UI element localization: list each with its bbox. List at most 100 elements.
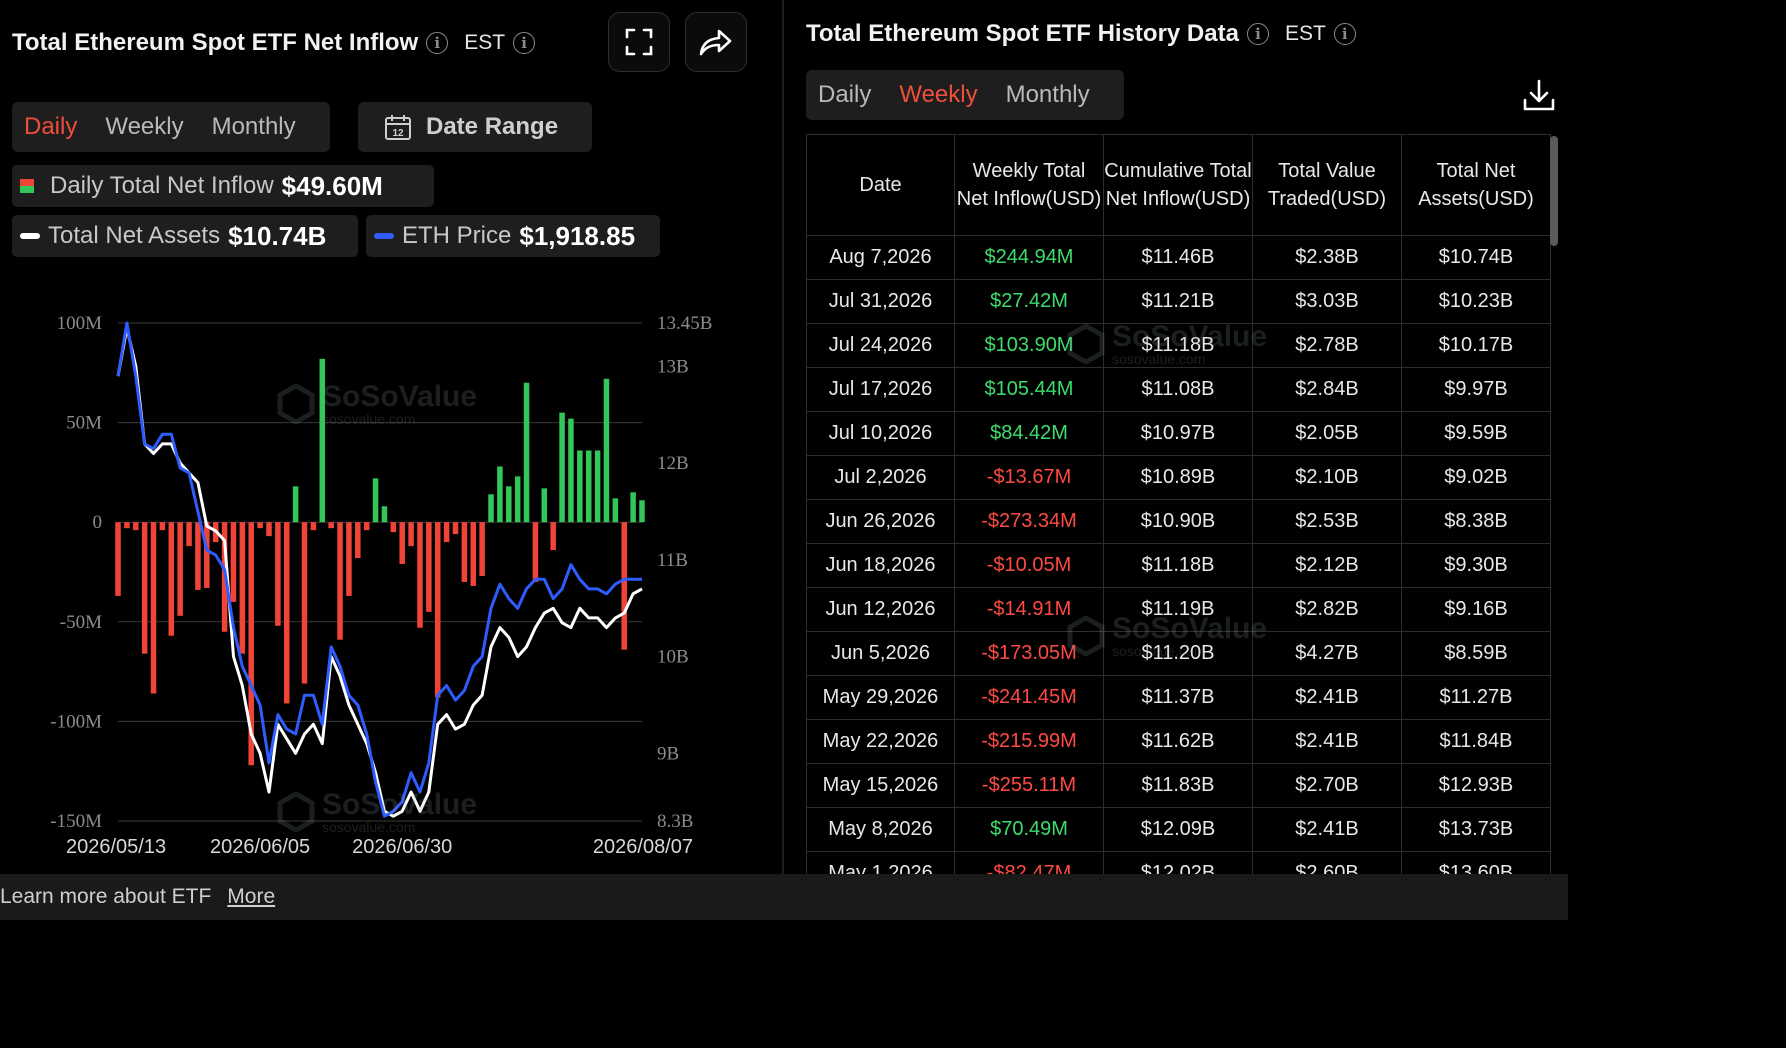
table-row[interactable]: Jun 18,2026 -$10.05M $11.18B $2.12B $9.30B [806, 543, 1551, 588]
y-axis-left-tick: 50M [66, 413, 102, 434]
table-row[interactable]: Jun 5,2026 -$173.05M $11.20B $4.27B $8.59B [806, 631, 1551, 676]
column-header-weekly-inflow[interactable]: Weekly Total Net Inflow(USD) [954, 134, 1104, 236]
table-row[interactable]: May 22,2026 -$215.99M $11.62B $2.41B $11.84B [806, 719, 1551, 764]
inflow-bar [177, 522, 183, 616]
inflow-bar [470, 522, 477, 586]
cell-net-assets: $9.59B [1401, 411, 1551, 456]
inflow-bar [337, 522, 343, 640]
table-row[interactable]: Jul 24,2026 $103.90M $11.18B $2.78B $10.17B [806, 323, 1551, 368]
cell-weekly-inflow: -$13.67M [954, 455, 1104, 500]
inflow-legend-label: Daily Total Net Inflow [50, 172, 274, 199]
inflow-bar [133, 522, 139, 531]
table-row[interactable]: May 1,2026 -$82.47M $12.02B $2.60B $13.60B [806, 851, 1551, 874]
history-title: Total Ethereum Spot ETF History Data [806, 20, 1239, 47]
inflow-bar [168, 522, 175, 636]
cell-value-traded: $2.12B [1252, 543, 1402, 588]
inflow-bar [612, 498, 619, 523]
table-row[interactable]: Jul 17,2026 $105.44M $11.08B $2.84B $9.97B [806, 367, 1551, 412]
inflow-bar [204, 522, 210, 588]
inflow-bar [159, 522, 166, 531]
cell-net-assets: $10.23B [1401, 279, 1551, 324]
tab-weekly[interactable]: Weekly [899, 81, 978, 108]
cell-net-assets: $10.17B [1401, 323, 1551, 368]
table-row[interactable]: Jul 31,2026 $27.42M $11.21B $3.03B $10.23B [806, 279, 1551, 324]
inflow-bar [488, 494, 494, 523]
column-header-net-assets[interactable]: Total Net Assets(USD) [1401, 134, 1551, 236]
svg-text:12: 12 [392, 128, 404, 139]
cell-weekly-inflow: -$255.11M [954, 763, 1104, 808]
cell-value-traded: $4.27B [1252, 631, 1402, 676]
table-row[interactable]: May 8,2026 $70.49M $12.09B $2.41B $13.73B [806, 807, 1551, 852]
tab-daily[interactable]: Daily [818, 81, 872, 108]
cell-cumulative-inflow: $11.08B [1103, 367, 1253, 412]
y-axis-left-tick: -100M [50, 711, 102, 732]
date-range-button[interactable]: 12 Date Range [358, 102, 592, 152]
download-button[interactable] [1522, 78, 1556, 117]
eth-price-line [116, 321, 642, 818]
cell-value-traded: $2.41B [1252, 675, 1402, 720]
inflow-bar [399, 522, 405, 565]
cell-net-assets: $13.73B [1401, 807, 1551, 852]
inflow-bar [195, 522, 201, 590]
tab-monthly[interactable]: Monthly [1005, 81, 1090, 108]
table-row[interactable]: May 15,2026 -$255.11M $11.83B $2.70B $12.93B [806, 763, 1551, 808]
cell-date: Jun 5,2026 [806, 631, 955, 676]
cell-value-traded: $2.38B [1252, 235, 1402, 280]
share-button[interactable] [685, 12, 747, 72]
footer-more-link[interactable]: More [227, 885, 276, 908]
legend-eth-price[interactable]: ETH Price $1,918.85 [366, 215, 660, 257]
cell-cumulative-inflow: $11.21B [1103, 279, 1253, 324]
inflow-bar [115, 522, 121, 596]
column-header-date[interactable]: Date [806, 134, 955, 236]
history-title-row: Total Ethereum Spot ETF History Data i E… [806, 17, 1356, 51]
table-scrollbar[interactable] [1550, 136, 1558, 246]
total-net-assets-line [116, 326, 643, 818]
tab-daily[interactable]: Daily [24, 113, 78, 140]
inflow-bar [141, 522, 148, 654]
cell-net-assets: $10.74B [1401, 235, 1551, 280]
net-inflow-chart[interactable]: 100M 50M 0 -50M -100M -150M 13.45B 13B 12B 11B 10B… [0, 290, 780, 870]
table-row[interactable]: May 29,2026 -$241.45M $11.37B $2.41B $11.27B [806, 675, 1551, 720]
table-row[interactable]: Aug 7,2026 $244.94M $11.46B $2.38B $10.74B [806, 235, 1551, 280]
inflow-bar [248, 522, 254, 766]
inflow-swatch [20, 179, 34, 193]
inflow-bar [506, 486, 512, 523]
legend-total-net-assets[interactable]: Total Net Assets $10.74B [12, 215, 358, 257]
cell-date: Jul 24,2026 [806, 323, 955, 368]
info-icon[interactable]: i [1246, 23, 1269, 45]
cell-net-assets: $13.60B [1401, 851, 1551, 874]
cell-cumulative-inflow: $11.18B [1103, 323, 1253, 368]
table-row[interactable]: Jul 10,2026 $84.42M $10.97B $2.05B $9.59B [806, 411, 1551, 456]
tab-weekly[interactable]: Weekly [105, 113, 184, 140]
cell-cumulative-inflow: $10.90B [1103, 499, 1253, 544]
inflow-bar [541, 488, 548, 523]
net-inflow-title: Total Ethereum Spot ETF Net Inflow [12, 29, 419, 56]
table-row[interactable]: Jun 12,2026 -$14.91M $11.19B $2.82B $9.16B [806, 587, 1551, 632]
cell-date: Jul 17,2026 [806, 367, 955, 412]
cell-weekly-inflow: -$241.45M [954, 675, 1104, 720]
cell-date: May 29,2026 [806, 675, 955, 720]
legend-daily-inflow[interactable]: Daily Total Net Inflow $49.60M [12, 165, 434, 207]
y-axis-right-tick: 13B [657, 357, 689, 378]
cell-cumulative-inflow: $12.02B [1103, 851, 1253, 874]
table-row[interactable]: Jul 2,2026 -$13.67M $10.89B $2.10B $9.02B [806, 455, 1551, 500]
timezone-info-icon[interactable]: i [513, 32, 536, 54]
inflow-bar [186, 522, 192, 547]
info-icon[interactable]: i [426, 32, 449, 54]
y-axis-right-tick: 11B [657, 550, 688, 571]
panel-divider [782, 0, 784, 874]
cell-date: Jul 10,2026 [806, 411, 955, 456]
table-row[interactable]: Jun 26,2026 -$273.34M $10.90B $2.53B $8.38B [806, 499, 1551, 544]
fullscreen-button[interactable] [608, 12, 670, 72]
column-header-cumulative-inflow[interactable]: Cumulative Total Net Inflow(USD) [1103, 134, 1253, 236]
cell-date: May 1,2026 [806, 851, 955, 874]
cell-value-traded: $2.41B [1252, 719, 1402, 764]
timezone-info-icon[interactable]: i [1333, 23, 1356, 45]
inflow-bar [328, 522, 334, 529]
cell-weekly-inflow: $103.90M [954, 323, 1104, 368]
inflow-bar [124, 522, 130, 529]
share-icon [699, 29, 732, 56]
column-header-value-traded[interactable]: Total Value Traded(USD) [1252, 134, 1402, 236]
inflow-bar [426, 522, 432, 612]
tab-monthly[interactable]: Monthly [211, 113, 296, 140]
